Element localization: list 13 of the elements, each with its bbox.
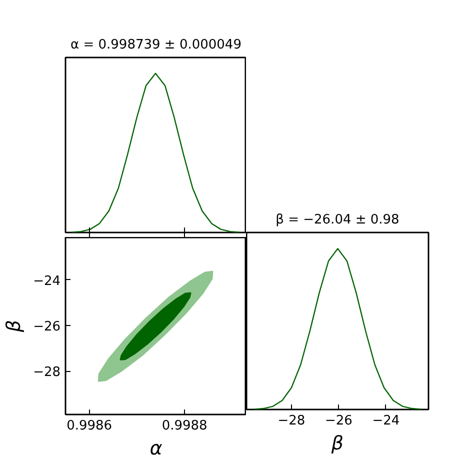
y-tick-label: −28 <box>33 365 61 380</box>
x-tick-label: 0.9986 <box>66 418 112 434</box>
x-tick-label: −26 <box>324 414 352 428</box>
y-axis-title: β <box>3 320 26 334</box>
x-axis-title: β <box>330 432 344 454</box>
x-tick-label: 0.9988 <box>162 418 208 434</box>
x-tick-label: −28 <box>278 414 306 428</box>
y-tick-label: −24 <box>33 274 61 289</box>
y-tick-label: −26 <box>33 319 61 334</box>
chart-title: α = 0.998739 ± 0.000049 <box>70 38 242 52</box>
x-axis-title: α <box>150 438 163 460</box>
x-tick-label: −24 <box>372 414 400 428</box>
chart-title: β = −26.04 ± 0.98 <box>276 212 400 228</box>
